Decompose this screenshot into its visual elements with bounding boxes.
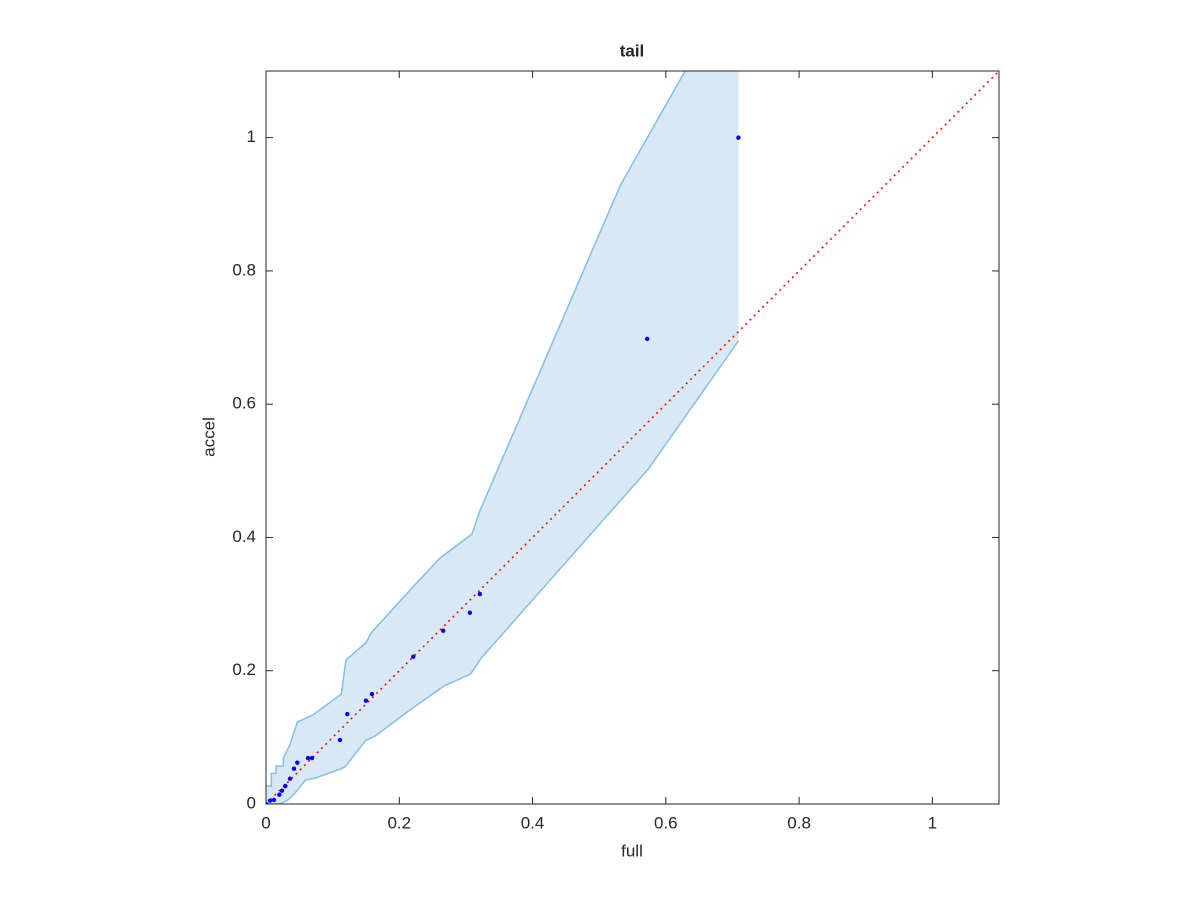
plot-area — [266, 71, 999, 804]
data-point — [477, 591, 483, 597]
data-point — [345, 711, 350, 717]
band-upper-edge — [266, 71, 687, 787]
x-tick-label: 0.2 — [387, 813, 411, 832]
data-point — [441, 628, 446, 633]
band-fill — [266, 71, 739, 804]
y-tick-label: 0.2 — [232, 660, 256, 679]
data-point — [287, 776, 293, 781]
y-tick-label: 0.4 — [232, 527, 256, 546]
data-point — [736, 135, 741, 140]
y-tick-label: 0.6 — [232, 394, 256, 413]
band-lower-edge — [266, 340, 740, 804]
x-tick-label: 0.4 — [521, 813, 545, 832]
data-point — [266, 801, 269, 804]
data-point — [283, 783, 288, 789]
axes-box — [265, 70, 1000, 805]
data-point — [369, 691, 375, 697]
data-point — [411, 654, 416, 659]
chart-title: tail — [620, 41, 645, 60]
x-axis-label: full — [621, 841, 643, 860]
x-tick-label: 0 — [261, 813, 270, 832]
data-point — [305, 755, 311, 761]
data-point — [277, 792, 282, 797]
x-tick-label: 1 — [928, 813, 937, 832]
data-point — [291, 766, 297, 771]
x-tick-label: 0.8 — [787, 813, 811, 832]
y-tick-label: 0 — [247, 793, 256, 812]
data-point — [279, 788, 285, 793]
data-point — [644, 336, 650, 342]
data-point — [309, 755, 315, 761]
y-tick-label: 1 — [247, 127, 256, 146]
data-point — [337, 737, 343, 743]
y-axis-label: accel — [199, 417, 218, 457]
y-tick-label: 0.8 — [232, 260, 256, 279]
data-point — [295, 760, 300, 765]
data-point — [363, 698, 369, 703]
data-point — [467, 610, 473, 615]
data-point — [271, 797, 277, 803]
data-point — [267, 798, 273, 803]
x-tick-label: 0.6 — [654, 813, 678, 832]
